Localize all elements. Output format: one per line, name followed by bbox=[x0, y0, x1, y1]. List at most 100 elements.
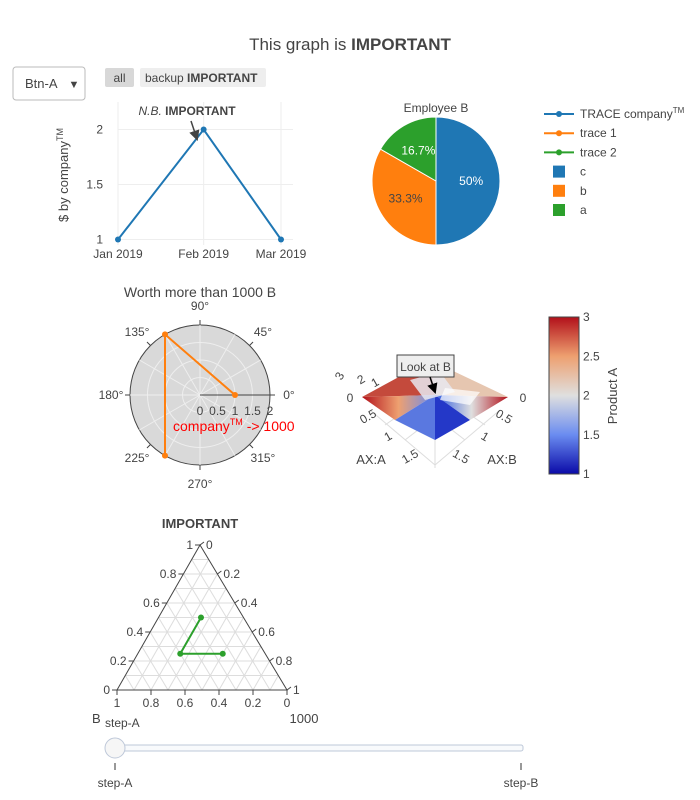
legend-label-text: a bbox=[580, 203, 587, 217]
ternary-tick-c bbox=[217, 570, 222, 575]
polar-radial-tick-label: 1 bbox=[232, 404, 239, 418]
colorbar-tick-label: 2.5 bbox=[583, 349, 600, 363]
legend-label-text: trace 1 bbox=[580, 126, 617, 140]
legend-label: c bbox=[580, 165, 586, 179]
legend-label: TRACE companyTM bbox=[580, 106, 685, 121]
surface-a-tick-label: 1.5 bbox=[399, 446, 421, 467]
ternary-tick-label-a: 0 bbox=[103, 683, 110, 697]
x-tick-label: Mar 2019 bbox=[256, 247, 307, 261]
surface-annotation-arrow bbox=[427, 376, 438, 394]
button-backup-label: backup IMPORTANT bbox=[145, 71, 258, 85]
pie-slice-c bbox=[435, 116, 501, 246]
pie-chart: Employee B 50% 33.3% 16.7% bbox=[371, 101, 501, 246]
colorbar-tick-label: 2 bbox=[583, 389, 590, 403]
pie-label-b: 33.3% bbox=[389, 192, 423, 206]
legend-item-b[interactable]: b bbox=[553, 184, 587, 198]
line-chart-annotation-arrow bbox=[189, 120, 200, 141]
button-all[interactable]: all bbox=[105, 68, 134, 87]
legend-label: a bbox=[580, 203, 587, 217]
ternary-grid-b bbox=[133, 660, 152, 691]
polar-grid-spoke bbox=[139, 394, 201, 431]
legend-square-swatch bbox=[553, 184, 565, 197]
line-point bbox=[278, 236, 284, 243]
surface-patch bbox=[435, 395, 470, 440]
surface-annotation: Look at B bbox=[400, 360, 451, 374]
legend-marker-swatch bbox=[556, 149, 562, 156]
ternary-tick-c bbox=[234, 599, 240, 604]
legend-item-a[interactable]: a bbox=[553, 203, 587, 217]
legend-item-c[interactable]: c bbox=[553, 165, 586, 179]
surface-patch bbox=[395, 395, 435, 440]
ternary-grid-b bbox=[191, 559, 271, 691]
ternary-tick-label-a: 0.2 bbox=[110, 654, 127, 668]
colorbar-tick-label: 1 bbox=[583, 467, 590, 481]
surface-a-tick-label: 0.5 bbox=[357, 406, 379, 427]
y-tick-label: 1 bbox=[96, 233, 103, 247]
line-chart-ticks: 1 1.5 2 Jan 2019 Feb 2019 Mar 2019 bbox=[86, 123, 306, 262]
line-chart: 1 1.5 2 Jan 2019 Feb 2019 Mar 2019 $ by compa… bbox=[55, 102, 307, 261]
line-point bbox=[200, 126, 207, 133]
surface-z-tick-label: 0 bbox=[347, 391, 354, 405]
legend-item-trace-1[interactable]: trace 1 bbox=[544, 126, 617, 140]
ternary-tick-label-a: 1 bbox=[186, 538, 193, 552]
ternary-tick-label-c: 0 bbox=[206, 538, 213, 552]
x-tick-label: Feb 2019 bbox=[178, 247, 229, 261]
dropdown-value: Btn-A bbox=[25, 76, 58, 91]
legend: TRACE companyTM trace 1 trace 2 cba bbox=[544, 106, 685, 217]
ternary-tick-label-b: 0.8 bbox=[143, 696, 160, 710]
slider-rail[interactable] bbox=[106, 744, 524, 752]
slider-handle[interactable] bbox=[104, 737, 126, 759]
surface-axis-a-title: AX:A bbox=[356, 452, 386, 467]
ternary-tick-label-b: 0.4 bbox=[211, 696, 228, 710]
ternary-point bbox=[198, 614, 204, 621]
polar-angular-tick-label: 180° bbox=[99, 388, 124, 402]
polar-angular-tick-label: 45° bbox=[254, 325, 272, 339]
slider-current-label: step-A bbox=[105, 716, 140, 730]
legend-item-trace-2[interactable]: trace 2 bbox=[544, 145, 617, 159]
dropdown-menu[interactable]: Btn-A ▼ bbox=[12, 66, 86, 101]
legend-square-swatch bbox=[553, 165, 565, 178]
slider[interactable]: step-A step-A step-B bbox=[98, 716, 539, 790]
polar-radial-tick-label: 2 bbox=[267, 404, 274, 418]
ternary-tick-c bbox=[251, 628, 257, 633]
ternary-grid-c bbox=[269, 675, 279, 691]
pie-label-a: 16.7% bbox=[401, 144, 435, 158]
slider-step-label: step-A bbox=[98, 776, 133, 790]
ternary-grid-b bbox=[124, 675, 135, 691]
pie-slice-a bbox=[379, 116, 437, 182]
ternary-tick-label-c: 0.6 bbox=[258, 625, 275, 639]
legend-label-text: trace 2 bbox=[580, 145, 617, 159]
ternary-tick-label-a: 0.4 bbox=[127, 625, 144, 639]
polar-angular-tick-label: 0° bbox=[283, 388, 295, 402]
legend-square-swatch bbox=[553, 204, 565, 216]
legend-label: trace 2 bbox=[580, 145, 617, 159]
polar-chart: Worth more than 1000 B 0° 45° 90° 135° 180° 2… bbox=[99, 284, 295, 491]
ternary-b-axis-title: B bbox=[92, 711, 101, 726]
polar-angular-tick-label: 225° bbox=[125, 451, 150, 465]
ternary-grid-b bbox=[141, 646, 169, 691]
legend-label-text: b bbox=[580, 184, 587, 198]
polar-angular-tick bbox=[249, 444, 254, 449]
ternary-title: IMPORTANT bbox=[162, 516, 238, 531]
legend-label-sup: TM bbox=[673, 106, 685, 115]
polar-chart-title: Worth more than 1000 B bbox=[124, 284, 276, 300]
pie-slice-b bbox=[371, 148, 437, 246]
polar-grid-spoke bbox=[199, 394, 261, 431]
line-point bbox=[115, 236, 121, 243]
ternary-tick-label-b: 0.6 bbox=[177, 696, 194, 710]
ternary-tick-label-b: 0.2 bbox=[245, 696, 262, 710]
ternary-tick-label-b: 0 bbox=[284, 696, 291, 710]
ternary-tick-label-c: 0.2 bbox=[223, 567, 240, 581]
legend-item-trace-company[interactable]: TRACE companyTM bbox=[544, 106, 685, 121]
button-backup[interactable]: backup IMPORTANT bbox=[140, 68, 266, 87]
surface-z-tick-label: 3 bbox=[332, 369, 348, 382]
ternary-tick-label-b: 1 bbox=[114, 696, 121, 710]
ternary-grid-c bbox=[252, 660, 271, 691]
polar-grid-spoke bbox=[199, 334, 236, 396]
ternary-tick-label-c: 1 bbox=[293, 683, 300, 697]
pie-label-c: 50% bbox=[459, 174, 483, 188]
line-chart-grid bbox=[117, 102, 293, 245]
surface-b-tick-label: 0.5 bbox=[493, 406, 515, 427]
